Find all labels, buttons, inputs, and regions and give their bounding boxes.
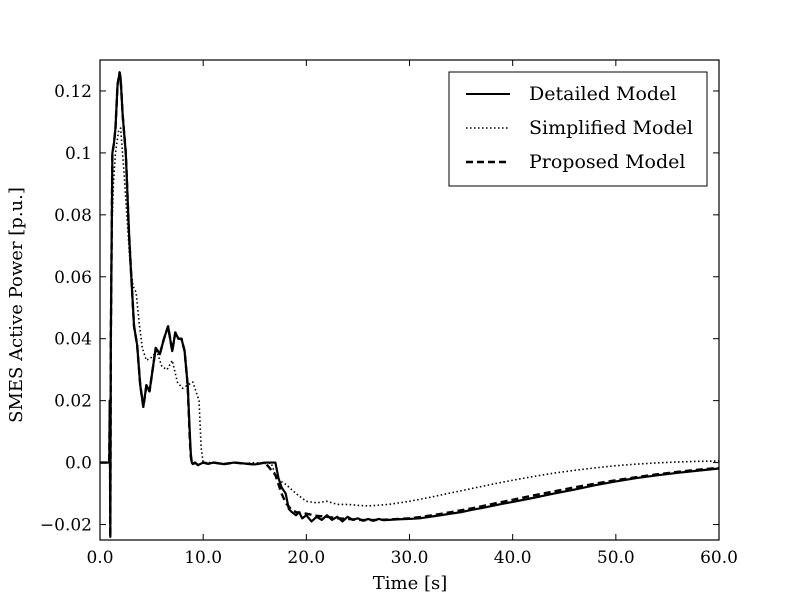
y-tick-label: 0.0 (65, 454, 92, 474)
y-axis-label: SMES Active Power [p.u.] (6, 187, 27, 423)
legend-box (448, 71, 708, 187)
y-tick-label: 0.08 (54, 206, 92, 226)
x-tick-label: 10.0 (184, 548, 222, 568)
y-tick-label: −0.02 (40, 516, 92, 536)
y-tick-label: 0.04 (54, 330, 92, 350)
x-tick-label: 20.0 (287, 548, 325, 568)
legend-label-detailed: Detailed Model (529, 83, 676, 105)
legend-label-proposed: Proposed Model (529, 151, 685, 173)
ticks-layer: 0.0 10.0 20.0 30.0 40.0 50.0 60.0 −0.02 0.0 0.02 0… (40, 60, 738, 568)
y-tick-label: 0.1 (65, 144, 92, 164)
y-tick-label: 0.02 (54, 392, 92, 412)
x-tick-label: 50.0 (597, 548, 635, 568)
series-layer (100, 71, 719, 539)
legend-label-simplified: Simplified Model (529, 117, 693, 139)
y-tick-label: 0.12 (54, 82, 92, 102)
x-tick-label: 60.0 (700, 548, 738, 568)
x-tick-label: 40.0 (494, 548, 532, 568)
legend: Detailed Model Simplified Model Proposed… (448, 71, 708, 187)
x-axis-label: Time [s] (373, 573, 448, 594)
x-tick-label: 0.0 (86, 548, 113, 568)
y-tick-label: 0.06 (54, 268, 92, 288)
x-tick-label: 30.0 (391, 548, 429, 568)
series-line-detailed-model (100, 71, 719, 539)
